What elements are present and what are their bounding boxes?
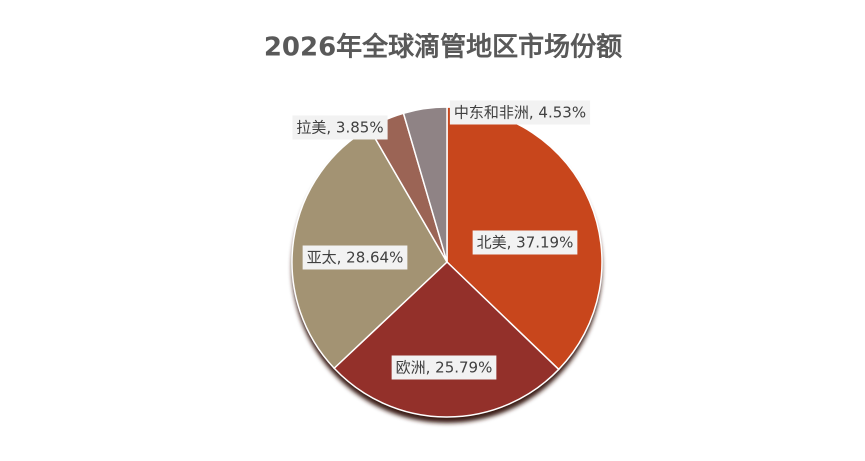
data-label: 北美, 37.19% xyxy=(477,234,574,252)
pie-slice xyxy=(333,260,560,418)
data-label: 亚太, 28.64% xyxy=(307,249,404,267)
label-box xyxy=(472,230,578,255)
label-box xyxy=(302,245,408,270)
data-label: 拉美, 3.85% xyxy=(296,119,383,137)
chart-title: 2026年全球滴管地区市场份额 xyxy=(264,32,622,63)
label-box xyxy=(391,355,497,380)
label-box xyxy=(449,100,591,125)
labels: 北美, 37.19% 欧洲, 25.79% 亚太, 28.64% 拉美, 3.85% 中… xyxy=(292,100,591,380)
data-label: 欧洲, 25.79% xyxy=(396,359,493,377)
pie-slice xyxy=(402,106,448,263)
label-box xyxy=(292,115,388,140)
data-label: 中东和非洲, 4.53% xyxy=(454,104,586,122)
